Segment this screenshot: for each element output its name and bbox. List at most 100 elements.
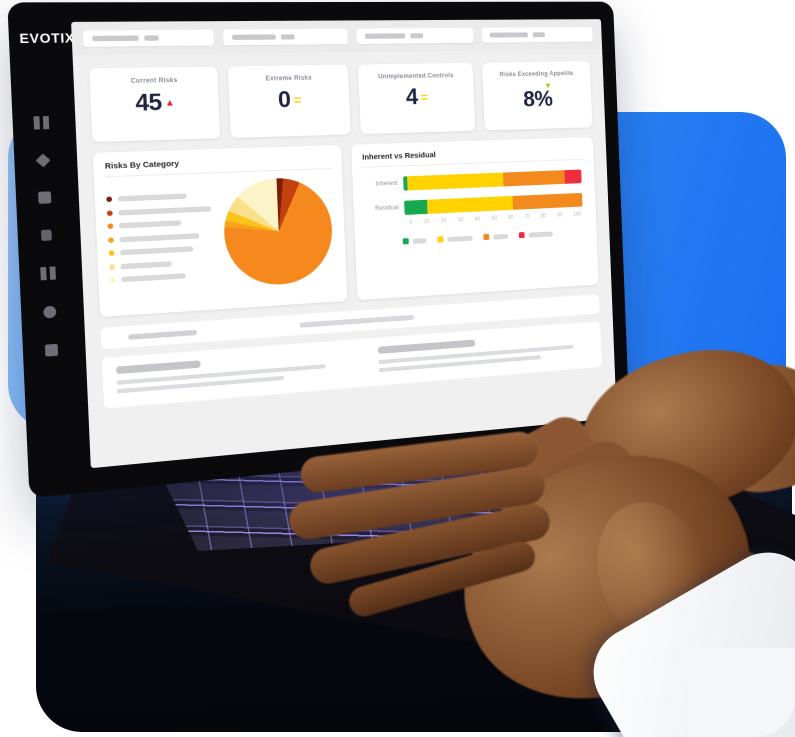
- charts-row: Risks By Category Inherent vs Residual I…: [92, 136, 599, 318]
- axis-tick: 60: [507, 214, 514, 221]
- legend-square-icon: [483, 233, 490, 241]
- placeholder-bar: [119, 232, 200, 242]
- placeholder-bar: [528, 230, 554, 238]
- placeholder-title: [115, 360, 201, 374]
- axis-tick: 40: [474, 216, 481, 223]
- legend-dot-icon: [106, 209, 113, 216]
- kpi-value: 0 =: [277, 86, 302, 113]
- placeholder-bar: [532, 32, 546, 38]
- placeholder-bar: [92, 35, 139, 42]
- kpi-value-text: 4: [405, 83, 419, 110]
- kpi-label: Unimplemented Controls: [378, 73, 454, 81]
- pause-icon: [33, 116, 50, 130]
- kpi-label: Extreme Risks: [265, 75, 312, 83]
- kpi-value-stack: ▼ 8%: [522, 81, 553, 112]
- risks-by-category-card: Risks By Category: [92, 144, 348, 318]
- filter-input[interactable]: [223, 28, 348, 46]
- evotix-logo: EVOTIX▴: [19, 31, 77, 47]
- bar-row-inherent: Inherent: [363, 169, 582, 193]
- bar-legend-item: [518, 230, 554, 239]
- bar-segment: [404, 199, 428, 215]
- pie-legend-item: [109, 258, 215, 270]
- placeholder-bar: [489, 32, 529, 38]
- axis-tick: 30: [457, 217, 464, 224]
- logo-text: EVOTIX: [19, 30, 76, 47]
- bar-segment: [563, 169, 582, 184]
- trend-steady-icon: =: [293, 91, 302, 108]
- filter-input[interactable]: [82, 29, 215, 47]
- pause-icon: [40, 266, 56, 281]
- trend-up-icon: ▲: [164, 96, 176, 108]
- bar-legend-item: [437, 235, 474, 243]
- placeholder-bar: [143, 35, 159, 41]
- kpi-card-extreme-risks: Extreme Risks 0 =: [227, 64, 351, 138]
- square-icon: [44, 343, 59, 357]
- pie-legend-item: [106, 205, 213, 216]
- axis-tick: 10: [423, 218, 430, 226]
- filter-input[interactable]: [355, 27, 474, 44]
- axis-tick: 100: [573, 211, 582, 218]
- legend-square-icon: [518, 231, 525, 239]
- circle-icon: [43, 305, 57, 319]
- filter-input[interactable]: [481, 26, 593, 43]
- legend-dot-icon: [106, 196, 113, 203]
- dashboard-topbar: [71, 19, 603, 56]
- kpi-value-text: 0: [277, 86, 291, 113]
- kpi-card-current-risks: Current Risks 45 ▲: [89, 66, 220, 143]
- legend-dot-icon: [109, 263, 116, 270]
- legend-dot-icon: [108, 250, 115, 256]
- stacked-bar: [404, 192, 583, 215]
- trend-steady-icon: =: [420, 89, 429, 105]
- skeleton-column: [377, 331, 591, 376]
- placeholder-bar: [412, 237, 427, 244]
- chart-title: Inherent vs Residual: [361, 145, 585, 168]
- legend-dot-icon: [109, 277, 116, 283]
- kpi-value-text: 8%: [522, 86, 553, 112]
- stacked-bar-chart: Inherent Residual: [363, 169, 586, 216]
- placeholder-bar: [118, 205, 212, 216]
- placeholder-bar: [128, 329, 198, 340]
- shirt-cuff: [688, 648, 795, 737]
- kpi-label: Current Risks: [130, 77, 178, 86]
- bar-legend-item: [402, 237, 427, 245]
- sq-sm-icon: [40, 229, 52, 241]
- bar-legend-item: [483, 233, 509, 241]
- bar-segment: [426, 195, 514, 214]
- x-axis-ticks: 0 10 20 30 40 50 60 70 80 90 100: [409, 211, 581, 225]
- axis-tick: 0: [409, 219, 413, 226]
- axis-tick: 50: [491, 215, 497, 222]
- placeholder-bar: [120, 260, 173, 269]
- kpi-label: Risks Exceeding Appetite: [499, 71, 574, 79]
- bar-segment: [502, 170, 565, 187]
- stacked-bar: [403, 169, 582, 191]
- axis-tick: 70: [524, 213, 530, 221]
- diamond-icon: [35, 153, 51, 168]
- kpi-value: 4 =: [405, 83, 429, 110]
- placeholder-bar: [121, 273, 186, 283]
- legend-dot-icon: [108, 236, 114, 243]
- placeholder-bar: [447, 235, 474, 242]
- square-icon: [38, 191, 52, 204]
- placeholder-bar: [119, 246, 194, 256]
- legend-square-icon: [402, 238, 410, 245]
- kpi-value: ▼ 8%: [522, 81, 553, 112]
- axis-tick: 20: [440, 218, 447, 225]
- placeholder-bar: [232, 34, 276, 40]
- bar-category-label: Inherent: [375, 180, 398, 188]
- dashboard-display: Current Risks 45 ▲ Extreme Risks 0 = Unimpleme…: [71, 19, 617, 469]
- risks-by-category-pie-chart: [222, 176, 335, 288]
- placeholder-bar: [410, 33, 424, 39]
- placeholder-title: [377, 339, 476, 354]
- placeholder-bar: [493, 233, 509, 240]
- pie-legend-item: [107, 219, 213, 230]
- pie-legend: [106, 192, 215, 283]
- legend-square-icon: [437, 236, 444, 243]
- bar-segment: [512, 192, 583, 210]
- bar-chart-legend: [366, 229, 588, 247]
- pie-legend-item: [109, 271, 216, 283]
- kpi-row: Current Risks 45 ▲ Extreme Risks 0 = Unimpleme…: [89, 61, 593, 143]
- pie-legend-item: [106, 192, 212, 203]
- axis-tick: 90: [556, 212, 563, 219]
- placeholder-bar: [364, 33, 406, 39]
